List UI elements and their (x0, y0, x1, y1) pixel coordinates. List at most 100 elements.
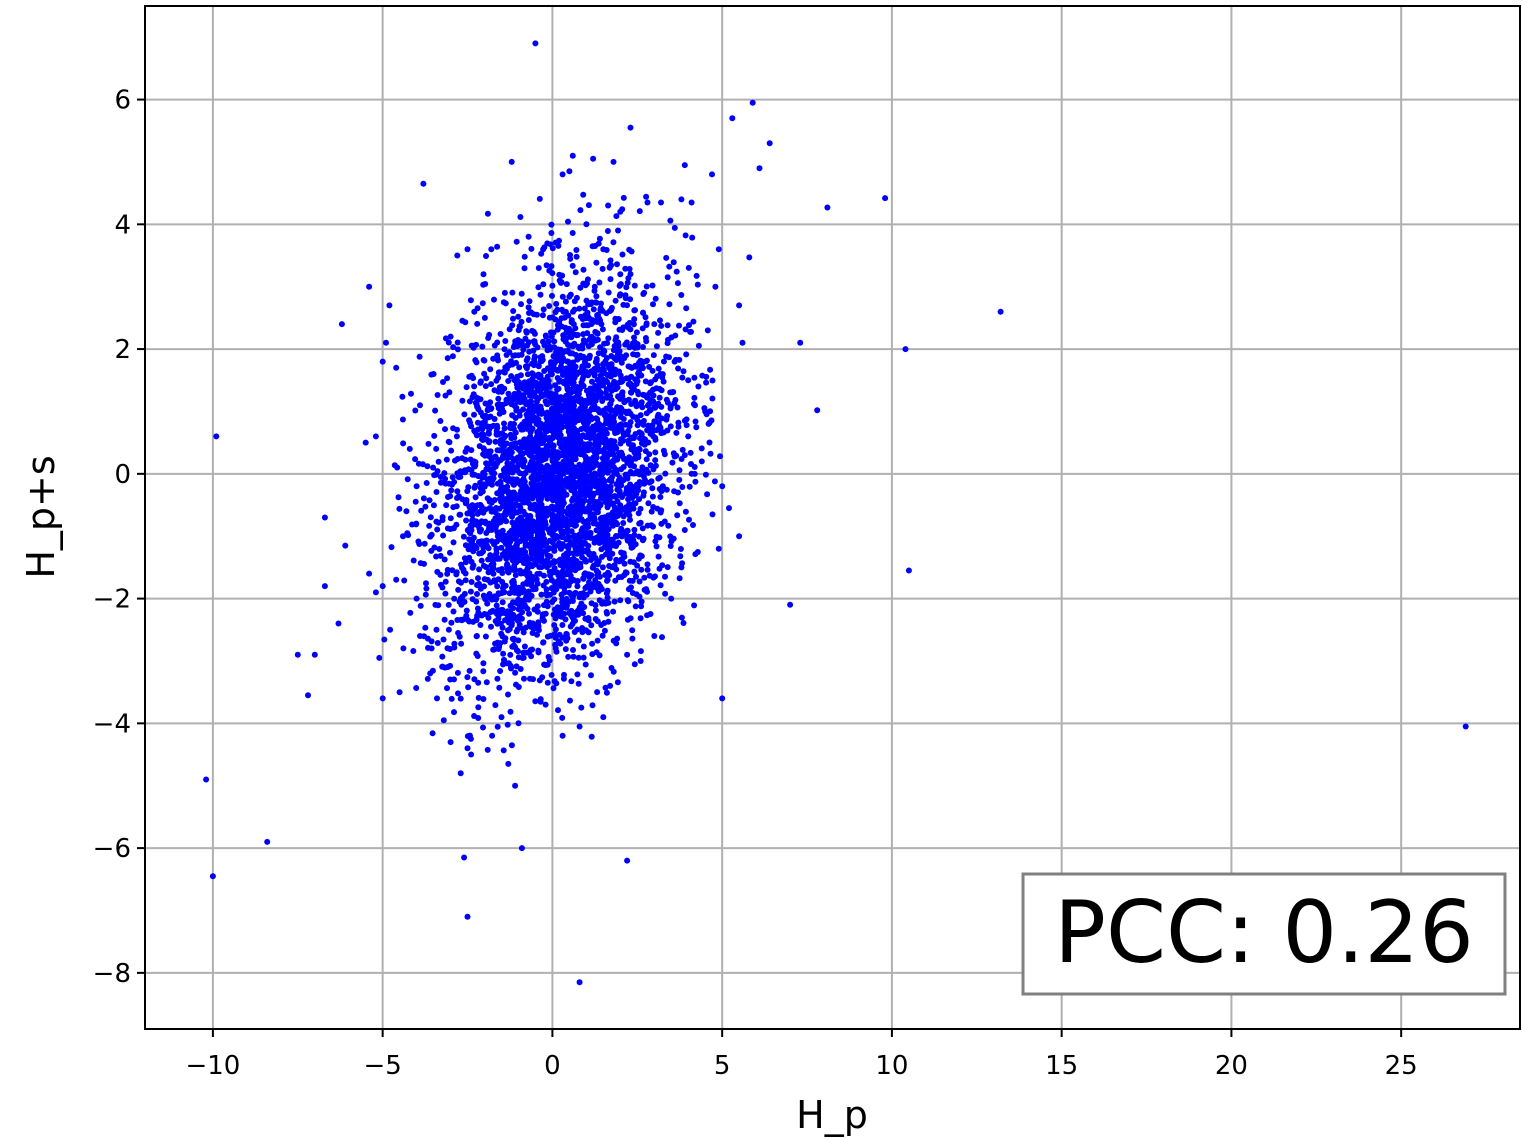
scatter-point (611, 418, 617, 425)
scatter-point (712, 283, 719, 290)
scatter-point (401, 577, 408, 584)
scatter-point (535, 649, 542, 656)
scatter-point (682, 326, 689, 333)
scatter-point (615, 393, 622, 400)
scatter-point (997, 308, 1004, 315)
scatter-point (610, 522, 616, 529)
scatter-point (563, 630, 570, 637)
scatter-point (442, 480, 449, 487)
scatter-point (549, 484, 556, 490)
scatter-point (550, 451, 557, 458)
scatter-point (522, 440, 529, 447)
scatter-point (553, 648, 560, 655)
scatter-point (573, 516, 579, 523)
scatter-point (623, 284, 630, 291)
scatter-point (486, 453, 493, 460)
scatter-point (617, 291, 624, 298)
scatter-point (480, 357, 487, 363)
scatter-point (599, 265, 606, 272)
scatter-point (533, 503, 540, 510)
scatter-point (525, 500, 532, 507)
scatter-point (580, 322, 587, 329)
scatter-point (434, 468, 441, 475)
scatter-point (506, 326, 513, 333)
scatter-point (488, 623, 494, 630)
x-tick-label: −5 (363, 1051, 401, 1081)
scatter-point (692, 402, 698, 409)
scatter-point (499, 453, 506, 460)
scatter-point (593, 259, 600, 266)
scatter-point (526, 348, 533, 355)
scatter-point (464, 488, 471, 495)
scatter-point (611, 469, 618, 476)
scatter-point (492, 454, 499, 461)
y-tick-label: −6 (93, 834, 131, 864)
scatter-point (549, 292, 555, 299)
scatter-point (342, 542, 349, 549)
scatter-point (535, 404, 542, 411)
scatter-point (592, 397, 599, 404)
scatter-point (606, 463, 613, 470)
scatter-point (613, 334, 620, 341)
scatter-point (525, 304, 532, 311)
scatter-point (493, 602, 500, 609)
scatter-point (580, 452, 587, 458)
scatter-point (685, 264, 692, 271)
scatter-point (689, 234, 696, 241)
scatter-point (535, 371, 542, 378)
scatter-point (437, 571, 444, 578)
scatter-point (461, 555, 468, 562)
scatter-point (536, 195, 543, 202)
scatter-point (417, 633, 423, 639)
scatter-point (508, 527, 515, 534)
scatter-point (566, 423, 573, 430)
scatter-point (505, 627, 511, 634)
scatter-point (667, 543, 674, 549)
scatter-point (592, 607, 599, 614)
scatter-point (570, 481, 577, 488)
scatter-point (511, 509, 518, 516)
scatter-point (590, 454, 597, 461)
scatter-point (591, 283, 598, 290)
scatter-point (611, 427, 618, 434)
scatter-point (614, 261, 620, 268)
scatter-point (652, 449, 659, 456)
scatter-point (526, 610, 532, 617)
scatter-point (537, 496, 544, 503)
scatter-point (567, 331, 573, 338)
scatter-point (531, 389, 538, 396)
scatter-point (564, 483, 571, 490)
scatter-point (482, 383, 489, 390)
scatter-point (656, 394, 663, 401)
scatter-point (601, 478, 608, 485)
scatter-point (427, 670, 434, 677)
scatter-point (678, 564, 685, 571)
scatter-point (518, 527, 524, 534)
scatter-point (422, 503, 429, 510)
scatter-point (686, 483, 693, 490)
scatter-point (475, 715, 482, 721)
scatter-point (681, 162, 688, 169)
scatter-point (495, 374, 502, 381)
scatter-point (553, 432, 560, 439)
scatter-point (459, 455, 466, 462)
scatter-point (500, 650, 507, 657)
scatter-point (559, 478, 566, 485)
scatter-point (631, 307, 638, 314)
scatter-point (624, 535, 631, 542)
scatter-point (676, 476, 683, 483)
scatter-point (506, 493, 513, 500)
scatter-point (638, 603, 645, 610)
scatter-point (495, 615, 502, 622)
scatter-point (571, 385, 578, 392)
scatter-point (462, 319, 469, 326)
scatter-point (702, 471, 709, 478)
scatter-point (576, 723, 583, 730)
scatter-point (479, 488, 486, 495)
scatter-point (729, 115, 736, 122)
scatter-point (399, 416, 406, 423)
scatter-point (509, 412, 516, 419)
scatter-point (601, 340, 608, 347)
scatter-point (583, 473, 590, 480)
scatter-point (548, 464, 555, 471)
